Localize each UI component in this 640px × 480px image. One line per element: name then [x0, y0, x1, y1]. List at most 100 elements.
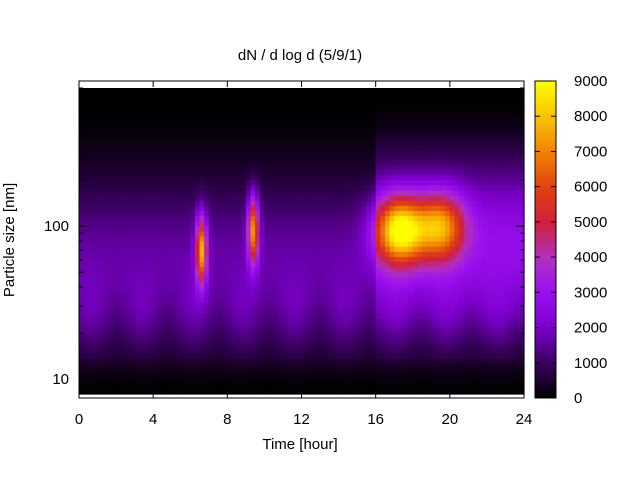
heatmap-cell: [366, 256, 372, 262]
heatmap-cell: [83, 190, 89, 196]
heatmap-cell: [194, 210, 201, 217]
heatmap-cell: [218, 184, 224, 191]
heatmap-cell: [83, 184, 89, 191]
heatmap-cell: [380, 343, 386, 349]
heatmap-cell: [153, 271, 159, 278]
heatmap-cell: [417, 113, 423, 120]
heatmap-cell: [306, 93, 312, 99]
heatmap-cell: [199, 307, 205, 313]
heatmap-cell: [426, 251, 432, 257]
heatmap-cell: [143, 113, 150, 120]
heatmap-cell: [435, 281, 442, 288]
heatmap-cell: [171, 322, 177, 329]
heatmap-cell: [282, 149, 289, 155]
heatmap-cell: [310, 154, 317, 160]
heatmap-cell: [162, 358, 168, 364]
heatmap-cell: [333, 215, 340, 222]
heatmap-cell: [310, 378, 317, 385]
heatmap-cell: [208, 205, 215, 211]
heatmap-cell: [180, 383, 187, 390]
heatmap-cell: [236, 220, 242, 227]
heatmap-cell: [338, 123, 344, 130]
heatmap-cell: [371, 327, 377, 334]
heatmap-cell: [264, 363, 270, 370]
heatmap-cell: [398, 195, 405, 201]
heatmap-cell: [324, 337, 330, 344]
heatmap-cell: [199, 241, 205, 247]
heatmap-cell: [394, 261, 400, 268]
heatmap-cell: [227, 235, 233, 242]
heatmap-cell: [102, 251, 108, 257]
heatmap-cell: [324, 118, 330, 125]
heatmap-cell: [162, 373, 168, 380]
heatmap-cell: [352, 118, 358, 125]
heatmap-cell: [269, 337, 275, 344]
heatmap-cell: [431, 266, 437, 273]
heatmap-cell: [106, 251, 113, 257]
heatmap-cell: [167, 337, 173, 344]
heatmap-cell: [125, 139, 131, 145]
heatmap-cell: [463, 312, 469, 319]
heatmap-cell: [116, 251, 122, 257]
heatmap-cell: [371, 332, 377, 339]
heatmap-cell: [79, 307, 85, 313]
heatmap-cell: [88, 348, 94, 354]
heatmap-cell: [153, 88, 159, 94]
heatmap-cell: [88, 286, 94, 293]
heatmap-cell: [426, 348, 432, 354]
heatmap-cell: [148, 337, 154, 344]
heatmap-cell: [394, 378, 400, 385]
heatmap-cell: [431, 302, 437, 308]
heatmap-cell: [143, 286, 150, 293]
heatmap-cell: [250, 113, 256, 120]
heatmap-cell: [116, 108, 122, 115]
heatmap-cell: [79, 215, 85, 222]
heatmap-cell: [398, 337, 405, 344]
heatmap-cell: [440, 256, 446, 262]
heatmap-cell: [199, 190, 205, 196]
heatmap-cell: [227, 343, 233, 349]
heatmap-cell: [408, 261, 414, 268]
heatmap-cell: [185, 190, 191, 196]
heatmap-cell: [120, 343, 126, 349]
heatmap-cell: [218, 190, 224, 196]
heatmap-cell: [218, 343, 224, 349]
heatmap-cell: [259, 373, 266, 380]
heatmap-cell: [417, 230, 423, 237]
heatmap-cell: [403, 230, 409, 237]
heatmap-cell: [204, 373, 210, 380]
heatmap-cell: [143, 281, 150, 288]
heatmap-cell: [292, 358, 298, 364]
heatmap-cell: [408, 169, 414, 176]
heatmap-cell: [250, 337, 256, 344]
heatmap-cell: [129, 230, 136, 237]
heatmap-cell: [380, 144, 386, 150]
heatmap-cell: [440, 286, 446, 293]
heatmap-cell: [208, 383, 215, 390]
heatmap-cell: [259, 271, 266, 278]
heatmap-cell: [259, 276, 266, 283]
heatmap-cell: [250, 271, 256, 278]
heatmap-cell: [143, 332, 150, 339]
heatmap-cell: [287, 205, 293, 211]
heatmap-cell: [352, 225, 358, 232]
heatmap-cell: [213, 337, 219, 344]
heatmap-cell: [190, 230, 196, 237]
heatmap-cell: [185, 118, 191, 125]
heatmap-cell: [435, 88, 442, 94]
heatmap-cell: [320, 368, 326, 375]
heatmap-cell: [199, 353, 205, 359]
heatmap-cell: [412, 113, 418, 120]
heatmap-cell: [431, 195, 437, 201]
heatmap-cell: [380, 271, 386, 278]
heatmap-cell: [264, 383, 270, 390]
heatmap-cell: [180, 337, 187, 344]
heatmap-cell: [236, 118, 242, 125]
heatmap-cell: [269, 133, 275, 140]
heatmap-cell: [338, 302, 344, 308]
heatmap-cell: [134, 353, 140, 359]
heatmap-cell: [296, 210, 303, 217]
heatmap-cell: [250, 281, 256, 288]
heatmap-cell: [125, 261, 131, 268]
heatmap-cell: [306, 149, 312, 155]
